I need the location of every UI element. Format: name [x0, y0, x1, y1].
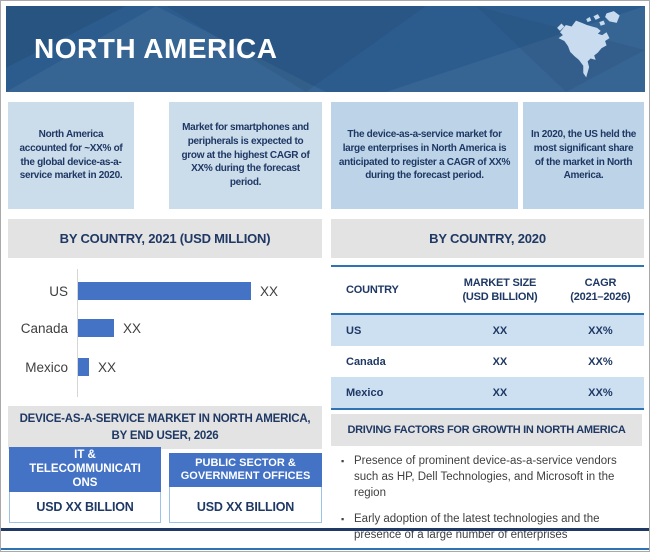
bullet-item: ▪ Early adoption of the latest technolog…	[341, 511, 639, 543]
north-america-map-icon	[557, 11, 620, 78]
table-cell: XX%	[588, 386, 613, 399]
card-value: USD XX BILLION	[196, 500, 295, 514]
bar-label: Canada	[20, 320, 68, 336]
table-header-country: COUNTRY	[331, 267, 444, 315]
table-header-market-size: MARKET SIZE (USD BILLION)	[443, 267, 557, 315]
bar-value: XX	[123, 320, 142, 336]
card-title: PUBLIC SECTOR & GOVERNMENT OFFICES	[169, 453, 322, 488]
highlight-text: Market for smartphones and peripherals i…	[181, 122, 310, 189]
bar-row-mexico: Mexico XX	[8, 358, 322, 376]
bullet-text: Early adoption of the latest technologie…	[354, 513, 600, 542]
table-cell: US	[346, 324, 362, 337]
bar-value: XX	[260, 283, 279, 299]
bar-us	[78, 282, 251, 300]
table-cell: XX	[492, 324, 508, 337]
card-value: USD XX BILLION	[36, 500, 134, 514]
bar-row-canada: Canada XX	[8, 319, 322, 337]
driving-factors-list: ▪ Presence of prominent device-as-a-serv…	[341, 453, 639, 551]
highlight-text: North America accounted for ~XX% of the …	[19, 128, 123, 182]
divider-navy-line	[1, 528, 649, 531]
chart-axis-line	[77, 269, 78, 397]
highlight-card-large-enterprises: The device-as-a-service market for large…	[331, 102, 518, 209]
section-header-driving-factors: DRIVING FACTORS FOR GROWTH IN NORTH AMER…	[331, 414, 642, 446]
table-row-us: US XX XX%	[331, 314, 644, 346]
highlight-card-market-share: North America accounted for ~XX% of the …	[8, 102, 134, 209]
end-user-card-public-sector: PUBLIC SECTOR & GOVERNMENT OFFICES USD X…	[169, 453, 322, 523]
table-cell: Canada	[346, 355, 386, 368]
highlight-card-smartphones-cagr: Market for smartphones and peripherals i…	[169, 102, 322, 209]
bullet-text: Presence of prominent device-as-a-servic…	[354, 455, 617, 500]
bar-label: Mexico	[25, 359, 68, 375]
table-cell: XX	[492, 386, 508, 399]
table-cell: XX	[492, 355, 508, 368]
highlight-card-us-share: In 2020, the US held the most significan…	[523, 102, 644, 209]
bar-mexico	[78, 358, 89, 376]
table-row-mexico: Mexico XX XX%	[331, 377, 644, 408]
table-header-cagr: CAGR (2021–2026)	[556, 267, 644, 315]
country-table: COUNTRY MARKET SIZE (USD BILLION) CAGR (…	[331, 265, 644, 410]
bar-value: XX	[98, 359, 117, 375]
section-header-by-country-2020: BY COUNTRY, 2020	[331, 219, 644, 258]
table-cell: XX%	[588, 324, 613, 337]
table-header-row: COUNTRY MARKET SIZE (USD BILLION) CAGR (…	[331, 267, 644, 315]
page-title: NORTH AMERICA	[34, 33, 278, 64]
country-bar-chart: US XX Canada XX Mexico XX	[8, 263, 322, 403]
highlight-text: The device-as-a-service market for large…	[338, 128, 511, 182]
bar-row-us: US XX	[8, 282, 322, 300]
card-title: IT & TELECOMMUNICATIONS	[9, 447, 161, 493]
section-header-end-user: DEVICE-AS-A-SERVICE MARKET IN NORTH AMER…	[8, 406, 322, 449]
region-banner: NORTH AMERICA	[6, 6, 645, 92]
bullet-item: ▪ Presence of prominent device-as-a-serv…	[341, 453, 639, 501]
bar-label: US	[49, 283, 68, 299]
end-user-card-it-telecom: IT & TELECOMMUNICATIONS USD XX BILLION	[9, 447, 161, 523]
table-cell: XX%	[588, 355, 613, 368]
bullet-marker-icon: ▪	[341, 514, 345, 525]
highlight-text: In 2020, the US held the most significan…	[530, 128, 637, 182]
divider-blue-line	[1, 548, 649, 550]
table-cell: Mexico	[346, 386, 384, 399]
bullet-marker-icon: ▪	[341, 456, 345, 466]
table-row-canada: Canada XX XX%	[331, 346, 644, 377]
section-header-by-country-2021: BY COUNTRY, 2021 (USD MILLION)	[8, 219, 322, 258]
bar-canada	[78, 319, 114, 337]
